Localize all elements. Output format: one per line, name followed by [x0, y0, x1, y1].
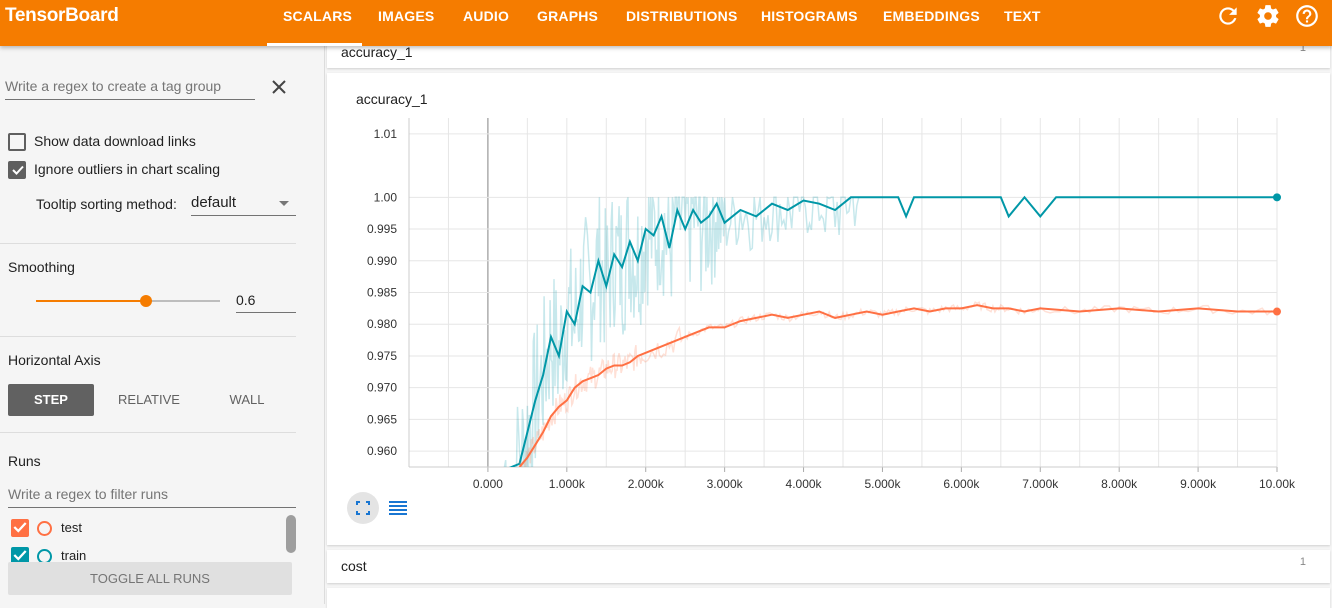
series-train	[503, 195, 1277, 467]
close-icon[interactable]	[270, 78, 288, 96]
smoothing-slider-knob[interactable]	[140, 295, 152, 307]
x-tick-label: 8.000k	[1101, 477, 1138, 491]
cost-chart-card	[327, 588, 1330, 608]
active-tab-indicator	[267, 43, 362, 46]
x-tick-label: 2.000k	[628, 477, 665, 491]
series-end-point	[1273, 193, 1281, 202]
chart-title: accuracy_1	[356, 91, 428, 107]
runs-filter-underline	[8, 507, 296, 508]
run-test-color-radio[interactable]	[37, 521, 52, 536]
runs-filter-input[interactable]: Write a regex to filter runs	[8, 486, 169, 502]
chevron-down-icon[interactable]	[278, 200, 290, 208]
top-bar: TensorBoard SCALARS IMAGES AUDIO GRAPHS …	[0, 0, 1332, 46]
x-tick-label: 4.000k	[786, 477, 823, 491]
y-tick-label: 1.00	[374, 190, 398, 204]
tooltip-sort-underline	[191, 215, 296, 216]
help-icon[interactable]	[1294, 3, 1320, 29]
list-icon[interactable]	[388, 499, 408, 517]
axis-wall-button[interactable]: WALL	[229, 392, 265, 407]
series-test	[518, 301, 1277, 467]
y-tick-label: 0.995	[367, 222, 397, 236]
series-smoothed-line	[508, 195, 1277, 467]
smoothing-value-underline	[236, 312, 296, 313]
tab-scalars[interactable]: SCALARS	[283, 8, 353, 24]
accuracy-chart[interactable]: 0.000 1.000k 2.000k 3.000k 4.000k 5.000k 6.000…	[327, 73, 1330, 493]
y-tick-label: 0.970	[367, 381, 397, 395]
axis-relative-button[interactable]: RELATIVE	[118, 392, 180, 407]
fit-domain-button[interactable]	[347, 492, 379, 524]
y-tick-label: 0.975	[367, 349, 397, 363]
tab-images[interactable]: IMAGES	[378, 8, 435, 24]
section-header-accuracy[interactable]: accuracy_1 1	[327, 42, 1330, 68]
x-tick-label: 10.00k	[1259, 477, 1296, 491]
gear-icon[interactable]	[1255, 3, 1281, 29]
run-test-label: test	[61, 520, 82, 535]
tab-graphs[interactable]: GRAPHS	[537, 8, 599, 24]
section-count: 1	[1299, 556, 1306, 568]
x-tick-label: 1.000k	[549, 477, 586, 491]
y-tick-label: 0.960	[367, 444, 397, 458]
horizontal-axis-label: Horizontal Axis	[8, 352, 101, 368]
x-tick-label: 9.000k	[1180, 477, 1217, 491]
smoothing-slider-track	[146, 300, 220, 302]
y-tick-label: 0.985	[367, 286, 397, 300]
y-tick-label: 1.01	[374, 127, 398, 141]
y-tick-label: 0.980	[367, 317, 397, 331]
run-test-checkbox[interactable]	[11, 519, 29, 537]
section-title: cost	[341, 558, 367, 574]
y-tick-label: 0.965	[367, 412, 397, 426]
tab-audio[interactable]: AUDIO	[463, 8, 510, 24]
fullscreen-icon	[356, 501, 370, 515]
series-end-point	[1273, 307, 1281, 316]
run-train-label: train	[61, 548, 87, 563]
show-download-links-label: Show data download links	[34, 133, 196, 149]
sidebar-border	[324, 46, 325, 604]
section-count: 1	[1299, 42, 1306, 54]
tab-text[interactable]: TEXT	[1004, 8, 1041, 24]
divider	[0, 432, 296, 433]
app-title: TensorBoard	[5, 5, 119, 26]
tooltip-sort-select[interactable]: default	[191, 194, 237, 211]
main-panel: accuracy_1 1 accuracy_1 0.000 1.000k 2.000…	[325, 42, 1332, 608]
x-tick-label: 3.000k	[707, 477, 744, 491]
chart-lines	[503, 193, 1281, 467]
sidebar: Write a regex to create a tag group Show…	[0, 46, 307, 604]
tab-distributions[interactable]: DISTRIBUTIONS	[626, 8, 738, 24]
tooltip-sort-label: Tooltip sorting method:	[36, 196, 177, 212]
show-download-links-checkbox[interactable]	[8, 133, 26, 151]
axis-step-button[interactable]: STEP	[8, 384, 94, 416]
x-tick-label: 6.000k	[943, 477, 980, 491]
refresh-icon[interactable]	[1215, 3, 1241, 29]
run-train-checkbox[interactable]	[11, 547, 29, 565]
tab-histograms[interactable]: HISTOGRAMS	[761, 8, 858, 24]
section-title: accuracy_1	[341, 44, 413, 60]
x-tick-label: 5.000k	[864, 477, 901, 491]
series-smoothed-line	[518, 304, 1277, 467]
x-tick-label: 0.000	[473, 477, 503, 491]
ignore-outliers-checkbox[interactable]	[8, 161, 26, 179]
runs-scrollbar[interactable]	[286, 515, 296, 553]
series-raw-line	[518, 301, 1273, 467]
series-raw-line	[503, 196, 1268, 467]
smoothing-value-input[interactable]: 0.6	[236, 292, 256, 308]
smoothing-label: Smoothing	[8, 259, 75, 275]
divider	[0, 243, 296, 244]
section-header-cost[interactable]: cost 1	[327, 550, 1330, 583]
toggle-all-runs-button[interactable]: TOGGLE ALL RUNS	[8, 562, 292, 595]
divider	[0, 336, 296, 337]
tag-regex-underline	[5, 99, 255, 100]
tag-regex-input[interactable]: Write a regex to create a tag group	[5, 78, 222, 94]
tab-embeddings[interactable]: EMBEDDINGS	[883, 8, 980, 24]
smoothing-slider-fill	[36, 300, 146, 302]
chart-card: accuracy_1 0.000 1.000k 2.000k 3.000k 4.000k…	[327, 73, 1330, 545]
x-tick-label: 7.000k	[1022, 477, 1059, 491]
ignore-outliers-label: Ignore outliers in chart scaling	[34, 161, 220, 177]
runs-label: Runs	[8, 453, 41, 469]
y-tick-label: 0.990	[367, 254, 397, 268]
chart-axes: 0.000 1.000k 2.000k 3.000k 4.000k 5.000k 6.000…	[367, 118, 1296, 491]
